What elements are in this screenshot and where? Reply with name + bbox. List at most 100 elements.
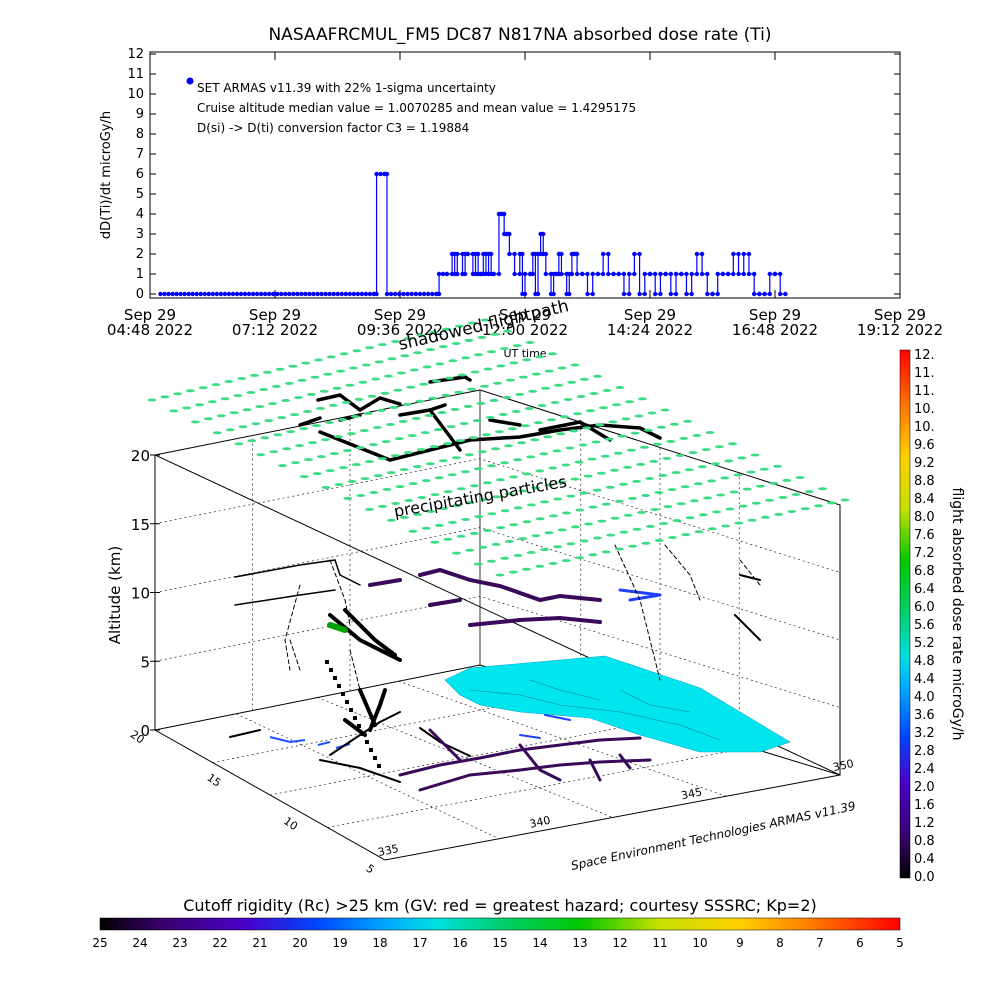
particle-dot — [350, 415, 360, 418]
data-point — [653, 271, 658, 277]
dose-tick-label: 6.0 — [914, 600, 935, 615]
flight-path-segment — [519, 714, 571, 739]
particle-dot — [548, 562, 558, 565]
particle-dot — [465, 501, 475, 505]
particle-dot — [334, 435, 343, 439]
particle-dot — [491, 542, 501, 546]
particle-dot — [681, 533, 691, 537]
particle-dot — [478, 545, 488, 549]
data-point — [250, 291, 256, 297]
flight-path-marker — [361, 732, 365, 736]
data-point — [315, 291, 320, 297]
particle-dot — [430, 493, 440, 497]
particle-dot — [355, 446, 365, 450]
particle-dot — [637, 510, 646, 514]
rigidity-colorbar-ticks: 25 24 23 22 21 20 19 18 17 16 15 14 13 12 11 10 9 8 7 6 5 — [92, 936, 903, 950]
data-point — [720, 271, 726, 277]
particle-dot — [589, 392, 599, 395]
particle-dot — [667, 488, 677, 492]
annotation-conversion: D(si) -> D(ti) conversion factor C3 = 1.… — [197, 121, 469, 135]
particle-dot — [737, 456, 747, 460]
particle-dot — [518, 375, 528, 379]
data-point — [339, 291, 344, 297]
particle-dot — [250, 373, 259, 377]
particle-dot — [438, 459, 448, 463]
particle-dot — [541, 386, 551, 390]
particle-dot — [522, 472, 532, 476]
particle-dot — [592, 536, 602, 540]
particle-dot — [454, 324, 464, 328]
particle-dot — [256, 453, 266, 457]
particle-dot — [376, 408, 386, 412]
data-point — [512, 271, 517, 277]
particle-dot — [733, 473, 743, 477]
particle-dot — [498, 413, 508, 416]
particle-dot — [544, 483, 554, 487]
particle-dot — [493, 381, 502, 385]
rigidity-colorbar: Cutoff rigidity (Rc) >25 km (GV: red = g… — [92, 896, 903, 950]
particle-dot — [499, 347, 509, 351]
particle-dot — [643, 428, 653, 432]
particle-dot — [509, 523, 519, 527]
particle-dot — [368, 443, 378, 447]
flight-path-marker — [353, 716, 357, 720]
particle-dot — [800, 507, 810, 511]
particle-dot — [513, 458, 523, 462]
flight-path-marker — [369, 748, 373, 752]
particle-dot — [325, 421, 334, 424]
rigidity-tick-label: 12 — [612, 936, 627, 950]
particle-dot — [182, 406, 192, 410]
particle-dot — [500, 509, 510, 513]
particle-dot — [251, 422, 261, 426]
z-tick-label: 15 — [131, 516, 150, 534]
data-point — [637, 291, 642, 297]
dose-tick-label: 2.4 — [914, 762, 935, 777]
particle-dot — [559, 415, 569, 419]
particle-dot — [640, 445, 649, 449]
particle-dot — [315, 407, 325, 410]
particle-dot — [544, 531, 554, 535]
particle-dot — [278, 464, 287, 468]
particle-dot — [663, 505, 673, 509]
particle-dot — [566, 542, 576, 546]
particle-dot — [173, 392, 183, 396]
particle-dot — [487, 464, 496, 468]
particle-dot — [517, 441, 527, 445]
particle-dot — [441, 393, 451, 397]
particle-dot — [328, 403, 338, 407]
data-point — [632, 271, 637, 277]
particle-dot — [438, 345, 448, 349]
particle-dot — [625, 400, 634, 404]
y-tick-label: 5 — [136, 187, 144, 202]
particle-dot — [522, 358, 532, 362]
particle-dot — [694, 530, 704, 534]
particle-dot — [194, 403, 204, 407]
rigidity-tick-label: 5 — [896, 936, 904, 950]
data-point — [307, 291, 312, 297]
particle-dot — [448, 521, 457, 524]
x-tick-label-date: Sep 29 — [749, 306, 801, 324]
data-point — [517, 271, 522, 277]
data-point — [166, 291, 171, 297]
particle-dot — [455, 439, 465, 443]
y-tick-label: 4 — [136, 207, 144, 222]
particle-dot — [237, 377, 247, 380]
particle-dot — [390, 454, 400, 458]
particle-dot — [641, 494, 651, 497]
particle-dot — [703, 496, 712, 500]
particle-dot — [467, 321, 477, 325]
particle-dot — [411, 417, 421, 420]
particle-dot — [496, 478, 505, 482]
dose-tick-label: 4.0 — [914, 690, 935, 705]
particle-dot — [587, 457, 597, 461]
particle-dot — [160, 395, 170, 399]
particle-dot — [774, 512, 784, 516]
particle-dot — [412, 465, 422, 469]
flight-path-marker — [357, 724, 361, 728]
particle-dot — [229, 411, 239, 415]
lon-tick-label: 340 — [528, 814, 551, 831]
data-point — [530, 271, 536, 277]
data-point — [694, 251, 700, 257]
particle-dot — [827, 501, 837, 505]
data-point — [323, 291, 328, 297]
